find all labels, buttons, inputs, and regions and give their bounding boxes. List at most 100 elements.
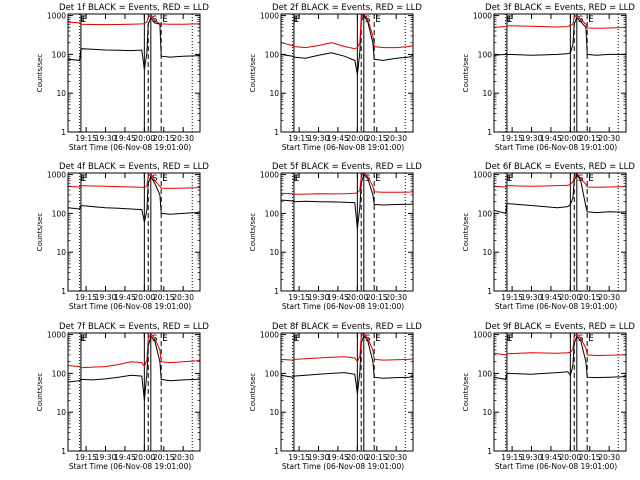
x-tick-label: 20:30 [598, 134, 620, 143]
events-series-line [493, 335, 627, 380]
y-tick-label: 10 [482, 408, 492, 417]
x-tick-label: 19:45 [540, 134, 562, 143]
x-tick-label: 20:30 [172, 293, 194, 302]
y-tick-label: 1000 [47, 171, 66, 180]
chart-title: Det 9f BLACK = Events, RED = LLD [485, 322, 635, 332]
y-tick-label: 1000 [260, 12, 279, 21]
y-axis-title: Counts/sec [249, 213, 257, 252]
marker-label: E [507, 15, 513, 25]
x-tick-label: 20:30 [385, 453, 407, 462]
y-tick-label: 10 [56, 248, 66, 257]
y-tick-label: 10 [56, 408, 66, 417]
x-tick-label: 20:15 [366, 134, 388, 143]
x-tick-label: 19:15 [501, 453, 523, 462]
marker-label: E [375, 174, 381, 184]
events-series-line [493, 16, 627, 56]
y-tick-label: 1 [274, 128, 279, 137]
plot-frame [280, 172, 414, 292]
lld-series-line [280, 13, 414, 50]
events-series-line [280, 173, 414, 229]
x-tick-label: 20:00 [560, 453, 582, 462]
y-tick-label: 10 [269, 89, 279, 98]
y-axis-title: Counts/sec [249, 54, 257, 93]
y-tick-label: 100 [265, 209, 280, 218]
x-tick-label: 19:15 [288, 293, 310, 302]
y-axis-title: Counts/sec [462, 54, 470, 93]
plot-frame [280, 332, 414, 452]
y-tick-label: 1 [61, 287, 66, 296]
y-tick-label: 100 [265, 369, 280, 378]
y-tick-label: 1000 [473, 331, 492, 340]
y-axis-title: Counts/sec [462, 373, 470, 412]
marker-label: E [588, 174, 594, 184]
marker-label: E [375, 15, 381, 25]
x-tick-label: 20:30 [385, 134, 407, 143]
x-tick-label: 19:45 [540, 293, 562, 302]
marker-label: F [295, 174, 300, 184]
x-tick-label: 19:15 [75, 293, 97, 302]
marker-label: E [81, 15, 87, 25]
events-series-line [67, 335, 201, 401]
x-tick-label: 19:30 [95, 453, 117, 462]
marker-label: S [152, 174, 158, 184]
marker-label: F [82, 15, 87, 25]
y-tick-label: 10 [482, 248, 492, 257]
y-tick-label: 1000 [473, 171, 492, 180]
x-tick-label: 19:45 [327, 453, 349, 462]
plot-frame [493, 172, 627, 292]
x-axis-title: Start Time (06-Nov-08 19:01:00) [282, 302, 404, 311]
lld-series-line [280, 332, 414, 363]
x-tick-label: 19:15 [288, 134, 310, 143]
x-tick-label: 19:30 [95, 293, 117, 302]
x-axis-title: Start Time (06-Nov-08 19:01:00) [69, 462, 191, 471]
y-tick-label: 100 [52, 209, 67, 218]
x-tick-label: 19:45 [114, 134, 136, 143]
y-tick-label: 10 [482, 89, 492, 98]
x-tick-label: 20:00 [560, 293, 582, 302]
lld-series-line [280, 172, 414, 195]
x-tick-label: 20:15 [153, 293, 175, 302]
x-tick-label: 19:30 [521, 293, 543, 302]
x-tick-label: 20:15 [366, 293, 388, 302]
y-tick-label: 10 [269, 408, 279, 417]
plot-frame [493, 332, 627, 452]
plot-frame [280, 13, 414, 133]
x-tick-label: 19:30 [308, 453, 330, 462]
y-axis-title: Counts/sec [36, 213, 44, 252]
marker-label: E [507, 174, 513, 184]
y-tick-label: 1 [274, 447, 279, 456]
chart-title: Det 6f BLACK = Events, RED = LLD [485, 162, 635, 172]
x-tick-label: 20:30 [385, 293, 407, 302]
x-tick-label: 20:15 [153, 453, 175, 462]
y-tick-label: 1000 [47, 12, 66, 21]
lld-series-line [493, 172, 627, 188]
x-tick-label: 19:30 [95, 134, 117, 143]
events-series-line [67, 16, 201, 70]
chart-title: Det 2f BLACK = Events, RED = LLD [272, 3, 422, 13]
lld-series-line [67, 172, 201, 189]
x-axis-title: Start Time (06-Nov-08 19:01:00) [69, 143, 191, 152]
x-tick-label: 19:15 [501, 134, 523, 143]
y-tick-label: 1 [487, 447, 492, 456]
marker-label: E [162, 174, 168, 184]
y-tick-label: 100 [478, 369, 493, 378]
chart-title: Det 5f BLACK = Events, RED = LLD [272, 162, 422, 172]
plot-frame [67, 13, 201, 133]
x-tick-label: 19:30 [308, 134, 330, 143]
x-tick-label: 19:15 [75, 453, 97, 462]
marker-label: F [508, 334, 513, 344]
marker-label: E [294, 334, 300, 344]
x-tick-label: 19:30 [308, 293, 330, 302]
lld-series-line [493, 14, 627, 29]
marker-label: E [507, 334, 513, 344]
x-tick-label: 19:45 [327, 134, 349, 143]
x-tick-label: 20:15 [579, 453, 601, 462]
marker-label: E [81, 174, 87, 184]
chart-title: Det 7f BLACK = Events, RED = LLD [59, 322, 209, 332]
x-tick-label: 20:30 [172, 134, 194, 143]
plot-frame [493, 13, 627, 133]
marker-label: F [295, 334, 300, 344]
events-series-line [280, 334, 414, 394]
